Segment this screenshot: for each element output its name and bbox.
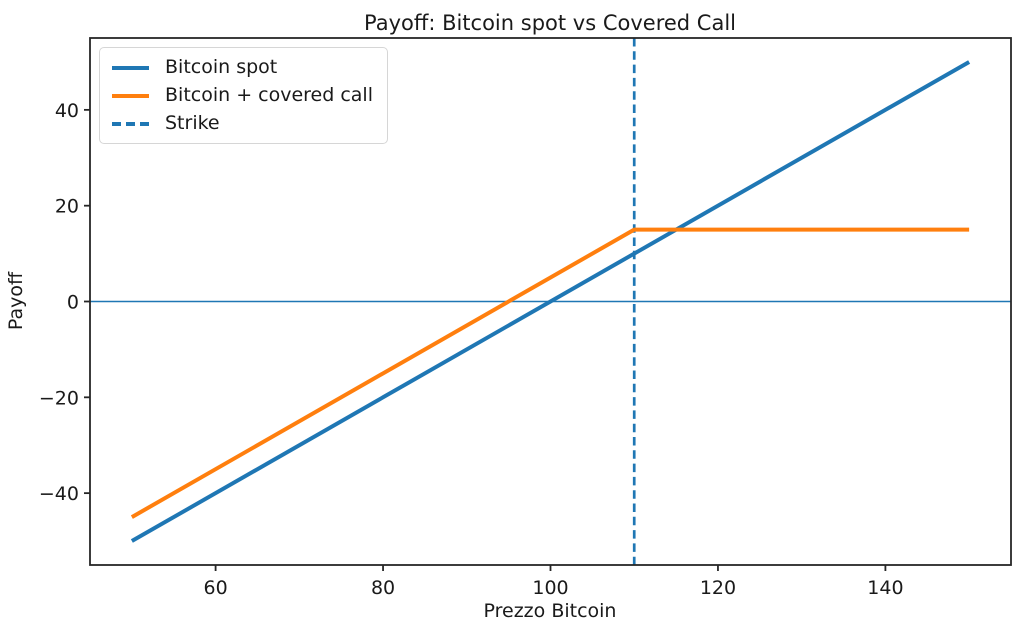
x-tick-label-120: 120 — [700, 577, 736, 599]
series-line-bitcoin-spot — [130, 60, 971, 543]
legend-line-covered-call-icon — [112, 93, 149, 98]
series-line-bitcoin-covered-call — [130, 227, 970, 519]
legend-entry-strike: Strike — [112, 112, 373, 135]
legend-entry-covered-call: Bitcoin + covered call — [112, 84, 373, 107]
x-tick-label-100: 100 — [532, 577, 568, 599]
y-tick-label-40: 40 — [55, 100, 79, 122]
legend-line-strike-icon — [112, 121, 149, 126]
x-tick-label-140: 140 — [867, 577, 903, 599]
legend-label-bitcoin-spot: Bitcoin spot — [165, 56, 278, 78]
x-tick-label-80: 80 — [371, 577, 395, 599]
x-tick-label-60: 60 — [203, 577, 227, 599]
y-tick-label--20: −20 — [39, 387, 79, 409]
chart-title: Payoff: Bitcoin spot vs Covered Call — [364, 11, 736, 35]
legend-label-strike: Strike — [165, 112, 220, 134]
y-tick-label-20: 20 — [55, 196, 79, 218]
legend-label-covered-call: Bitcoin + covered call — [165, 84, 373, 106]
x-axis-label: Prezzo Bitcoin — [484, 600, 617, 622]
legend-line-bitcoin-spot-icon — [112, 65, 149, 70]
y-tick-label--40: −40 — [39, 483, 79, 505]
legend-entry-bitcoin-spot: Bitcoin spot — [112, 56, 373, 79]
y-axis-label: Payoff — [5, 271, 27, 330]
plot-area: 60 80 100 120 140 −40 −20 0 20 40 — [39, 37, 1012, 599]
y-tick-label-0: 0 — [67, 292, 79, 314]
legend: Bitcoin spot Bitcoin + covered call Stri… — [99, 47, 388, 144]
